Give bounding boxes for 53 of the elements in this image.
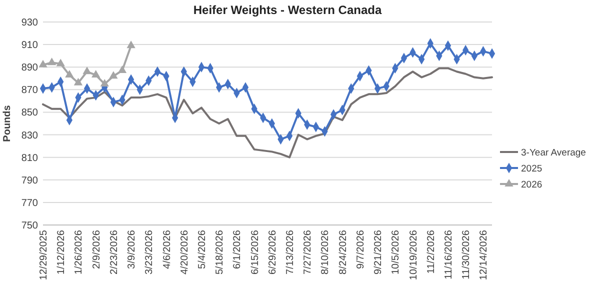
x-tick-label: 10/5/2026: [390, 230, 402, 274]
x-tick-label: 10/19/2026: [408, 230, 420, 280]
x-tick-label: 1/26/2026: [74, 230, 85, 274]
x-tick-label: 6/15/2026: [250, 230, 261, 274]
y-tick-label: 770: [21, 198, 38, 209]
point: [74, 78, 83, 86]
x-tick-label: 4/6/2026: [162, 230, 173, 269]
y-tick-label: 790: [21, 175, 38, 186]
x-tick-label: 11/16/2026: [443, 230, 454, 280]
x-tick-label: 3/9/2026: [126, 230, 138, 269]
chart-title: Heifer Weights - Western Canada: [193, 3, 382, 17]
x-tick-label: 9/21/2026: [373, 230, 384, 274]
y-tick-label: 930: [21, 18, 38, 28]
point: [47, 58, 56, 66]
y-axis-title: Pounds: [2, 104, 13, 142]
x-tick-label: 11/30/2026: [461, 230, 472, 280]
point: [65, 70, 74, 78]
x-tick-label: 5/18/2026: [214, 230, 226, 274]
y-tick-label: 810: [21, 152, 38, 164]
x-tick-label: 4/20/2026: [179, 230, 190, 274]
x-tick-label: 3/23/2026: [144, 230, 156, 274]
x-tick-label: 12/14/2026: [478, 230, 490, 280]
point: [38, 60, 48, 68]
point: [82, 66, 92, 74]
x-tick-label: 5/4/2026: [196, 230, 208, 269]
y-tick-label: 910: [21, 40, 38, 52]
x-tick-label: 1/12/2026: [56, 230, 68, 274]
legend-label: 2026: [521, 179, 542, 190]
x-tick-label: 6/29/2026: [267, 230, 278, 274]
x-tick-label: 8/10/2026: [320, 230, 332, 274]
x-tick-label: 2/9/2026: [91, 230, 102, 269]
y-tick-label: 830: [21, 130, 38, 142]
point: [126, 40, 136, 48]
x-tick-label: 6/1/2026: [232, 230, 244, 269]
y-tick-label: 890: [21, 62, 38, 74]
point: [109, 71, 118, 79]
x-tick-label: 11/2/2026: [426, 230, 437, 274]
y-tick-label: 850: [21, 108, 38, 119]
x-tick-label: 12/29/2025: [38, 230, 50, 280]
y-tick-label: 870: [21, 85, 38, 96]
x-tick-label: 2/23/2026: [108, 230, 120, 274]
point: [100, 79, 109, 87]
x-tick-label: 8/24/2026: [338, 230, 349, 274]
x-tick-label: 9/7/2026: [355, 230, 366, 269]
line-series: [42, 67, 493, 158]
legend-label: 2025: [521, 163, 542, 174]
legend-label: 3-Year Average: [521, 147, 586, 158]
y-tick-label: 750: [21, 220, 38, 232]
point: [56, 58, 65, 66]
point: [91, 70, 100, 78]
x-tick-label: 7/13/2026: [285, 230, 296, 274]
x-tick-label: 7/27/2026: [302, 230, 314, 274]
point: [118, 65, 127, 73]
